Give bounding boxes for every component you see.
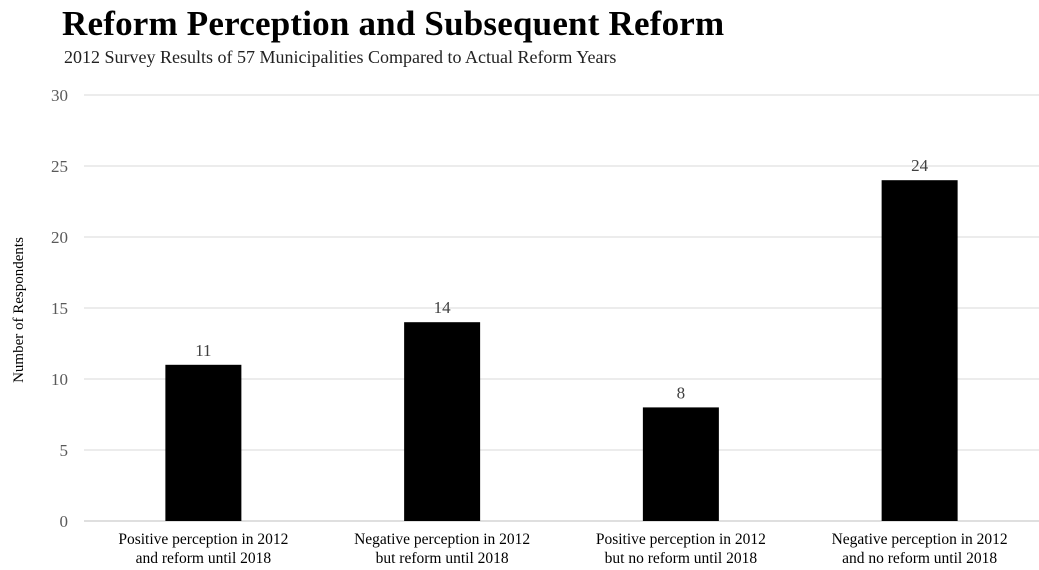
category-label-line: Negative perception in 2012	[832, 531, 1008, 548]
y-tick-label: 25	[51, 157, 68, 176]
category-label-line: Positive perception in 2012	[596, 531, 766, 548]
gridlines	[84, 94, 1039, 522]
category-label: Negative perception in 2012 and no reform…	[832, 531, 1008, 567]
category-label: Negative perception in 2012 but reform un…	[354, 531, 530, 567]
data-label: 8	[677, 383, 686, 402]
category-label-line: Positive perception in 2012	[118, 531, 288, 548]
bar	[165, 364, 242, 521]
chart-subtitle: 2012 Survey Results of 57 Municipalities…	[64, 47, 617, 67]
category-label: Positive perception in 2012 and reform un…	[118, 531, 288, 567]
data-label: 14	[434, 298, 452, 317]
y-axis-label: Number of Respondents	[11, 237, 27, 383]
y-axis-ticks: 0 5 10 15 20 25 30	[51, 86, 68, 531]
chart-title: Reform Perception and Subsequent Reform	[62, 4, 725, 43]
bar	[404, 322, 481, 521]
category-label-line: but reform until 2018	[376, 550, 509, 567]
data-labels: 11 14 8 24	[195, 156, 928, 402]
category-label-line: and reform until 2018	[136, 550, 272, 567]
category-label-line: and no reform until 2018	[842, 550, 997, 567]
bars	[165, 180, 958, 521]
y-tick-label: 15	[51, 299, 68, 318]
y-tick-label: 5	[60, 441, 69, 460]
category-label-line: Negative perception in 2012	[354, 531, 530, 548]
category-label-line: but no reform until 2018	[605, 550, 758, 567]
y-tick-label: 0	[60, 512, 69, 531]
y-tick-label: 30	[51, 86, 68, 105]
data-label: 24	[911, 156, 929, 175]
bar	[642, 407, 719, 521]
category-label: Positive perception in 2012 but no reform…	[596, 531, 766, 567]
bar	[881, 180, 958, 521]
y-tick-label: 20	[51, 228, 68, 247]
data-label: 11	[195, 341, 211, 360]
category-labels: Positive perception in 2012 and reform un…	[118, 531, 1007, 567]
y-tick-label: 10	[51, 370, 68, 389]
